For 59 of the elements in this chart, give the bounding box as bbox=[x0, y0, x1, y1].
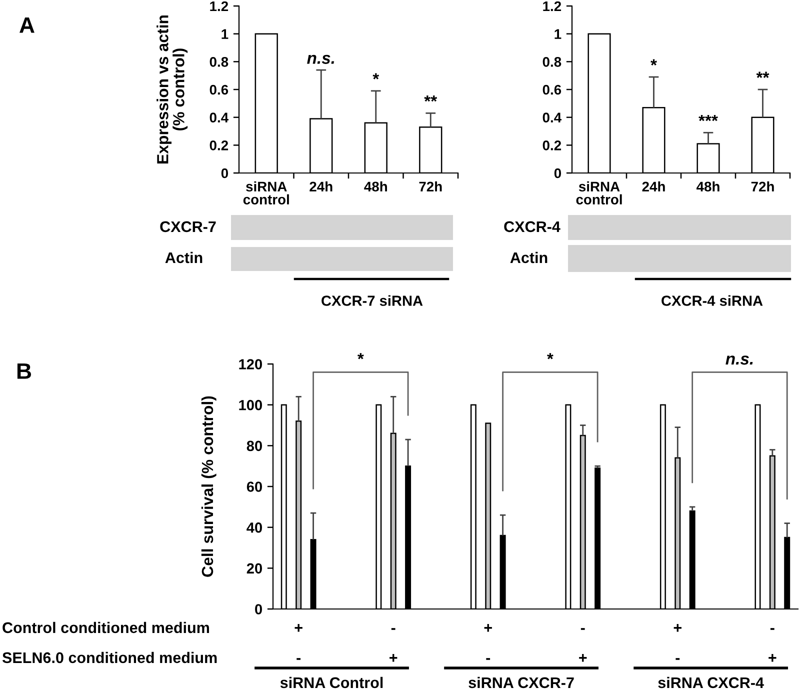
category-label: + - bbox=[674, 624, 682, 660]
category-label: - + bbox=[579, 628, 587, 662]
y-tick-label: 60 bbox=[246, 482, 262, 492]
text: SELN6.0 conditioned medium bbox=[2, 652, 217, 664]
y-tick-label: 0.2 bbox=[542, 140, 562, 150]
text: CXCR-7 bbox=[160, 221, 216, 232]
y-tick-label: 0.4 bbox=[210, 112, 229, 123]
text: Actin bbox=[510, 252, 548, 264]
y-tick-label: 0 bbox=[221, 168, 228, 178]
category-label: - + bbox=[768, 628, 776, 662]
text: CXCR-4 siRNA bbox=[662, 295, 763, 306]
x-tick-label: 72h bbox=[751, 181, 774, 192]
text: siRNA CXCR-7 bbox=[468, 676, 574, 688]
text: CXCR-4 bbox=[504, 221, 560, 232]
y-axis-title: Expression vs actin (% control) bbox=[156, 15, 188, 164]
text: * bbox=[357, 353, 364, 360]
text: Control conditioned medium bbox=[2, 622, 209, 634]
text: A bbox=[20, 17, 34, 33]
x-tick-label: siRNA control bbox=[576, 181, 622, 204]
y-tick-label: 120 bbox=[239, 359, 262, 370]
x-tick-label: 72h bbox=[419, 181, 442, 192]
annotation: n.s. bbox=[307, 54, 334, 64]
x-tick-label: 48h bbox=[364, 181, 387, 192]
y-tick-label: 40 bbox=[246, 522, 262, 533]
y-tick-label: 0 bbox=[255, 604, 262, 614]
y-tick-label: 0.6 bbox=[210, 84, 228, 95]
y-tick-label: 0.6 bbox=[542, 84, 562, 95]
x-tick-label: 48h bbox=[696, 181, 720, 192]
y-tick-label: 80 bbox=[246, 440, 262, 452]
category-label: + - bbox=[294, 624, 302, 660]
y-tick-label: 0 bbox=[554, 168, 562, 178]
text: siRNA Control bbox=[280, 676, 383, 688]
y-tick-label: 100 bbox=[239, 400, 262, 410]
text: * bbox=[546, 353, 554, 360]
y-tick-label: 1.2 bbox=[543, 1, 562, 12]
y-tick-label: 1 bbox=[222, 29, 228, 39]
x-tick-label: 24h bbox=[642, 181, 665, 192]
annotation: * bbox=[650, 59, 657, 66]
annotation: ** bbox=[424, 95, 438, 102]
y-tick-label: 0.4 bbox=[542, 112, 562, 123]
annotation: *** bbox=[698, 114, 718, 122]
y-tick-label: 1.2 bbox=[210, 1, 228, 12]
y-tick-label: 0.2 bbox=[210, 140, 228, 150]
text: CXCR-7 siRNA bbox=[322, 295, 423, 306]
text: B bbox=[17, 363, 32, 379]
y-axis-title: Cell survival (% control) bbox=[201, 396, 216, 577]
y-tick-label: 20 bbox=[246, 563, 262, 574]
y-tick-label: 1 bbox=[554, 29, 562, 39]
x-tick-label: siRNA control bbox=[243, 181, 289, 204]
annotation: * bbox=[372, 73, 380, 80]
annotation: n.s. bbox=[726, 356, 753, 365]
annotation: ** bbox=[756, 72, 770, 78]
category-label: + - bbox=[484, 624, 492, 660]
text: siRNA CXCR-4 bbox=[658, 676, 764, 688]
y-tick-label: 0.8 bbox=[542, 57, 562, 67]
x-tick-label: 24h bbox=[310, 181, 332, 192]
y-tick-label: 0.8 bbox=[210, 57, 228, 67]
text: Actin bbox=[165, 252, 202, 264]
category-label: - + bbox=[390, 628, 398, 662]
